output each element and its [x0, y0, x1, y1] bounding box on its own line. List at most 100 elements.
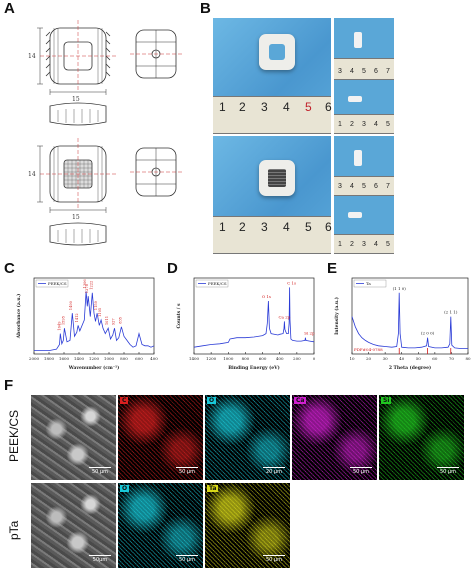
panel-label-b: B — [200, 0, 211, 17]
cage-sample — [259, 34, 295, 70]
eds-element-tag: Ta — [207, 485, 219, 492]
peak-label: (2 1 1) — [444, 310, 458, 315]
row-label-pta: pTa — [7, 520, 21, 540]
scale-bar-label: 20 μm — [265, 469, 282, 475]
eds-element-tag: O — [207, 397, 217, 404]
xps-chart: 1400 1200 1000 800 600 400 200 0 Binding Energy … — [176, 277, 316, 371]
x-tick-label: 10 — [349, 356, 355, 361]
scale-bar-line — [263, 555, 285, 556]
x-tick-label: 400 — [150, 356, 158, 361]
x-tick-label: 800 — [120, 356, 128, 361]
x-tick-label: 2000 — [29, 356, 40, 361]
peak-label: 1306 — [83, 279, 87, 289]
x-axis-label: 2 Theta (degree) — [389, 364, 431, 371]
legend-box — [353, 279, 387, 288]
peak-label: 1490 — [69, 300, 73, 310]
legend-box — [195, 279, 229, 288]
ruler-bottom: 1 2 3 4 5 6 — [213, 216, 332, 254]
ruler-small-c: 3 4 5 6 7 — [334, 176, 394, 196]
scale-bar-line — [176, 555, 198, 556]
scale-bar: 50 μm — [176, 467, 198, 475]
porous-cage-sample — [259, 160, 295, 196]
scale-bar-line — [89, 555, 111, 556]
eds-map-o: O 20 μm — [204, 394, 291, 481]
x-tick-label: 1200 — [206, 356, 217, 361]
eds-map-ta: Ta 50 μm — [204, 482, 291, 569]
scale-bar: 50μm — [89, 555, 111, 563]
scale-bar: 20 μm — [263, 467, 285, 475]
scale-bar: 50 μm — [176, 555, 198, 563]
eds-element-tag: Ca — [294, 397, 307, 404]
y-axis-label: Absorbance (a.u.) — [15, 294, 22, 340]
y-axis-label: Intensity (a.u.) — [333, 297, 340, 335]
eds-map-ca: Ca 50 μm — [291, 394, 378, 481]
x-tick-label: 1800 — [44, 356, 55, 361]
peak-label: C 1s — [287, 280, 296, 285]
scale-bar-label: 50μm — [92, 557, 108, 563]
series-line — [351, 292, 468, 349]
panel-label-f: F — [4, 377, 14, 394]
scale-bar: 50 μm — [89, 467, 111, 475]
plot-frame — [193, 277, 315, 355]
scale-bar-line — [176, 467, 198, 468]
ruler-top: 1 2 3 4 5 6 — [213, 96, 332, 134]
eds-element-tag: O — [120, 485, 130, 492]
series-line — [193, 287, 315, 348]
peak-label: 1222 — [89, 281, 93, 290]
dim-height-bottom: 14 — [28, 171, 36, 178]
x-tick-label: 600 — [259, 356, 267, 361]
ftir-chart: 2000 1800 1600 1400 1200 1000 800 600 400 Wavenum… — [15, 277, 158, 371]
scale-bar-line — [263, 467, 285, 468]
scale-bar-label: 50 μm — [91, 469, 108, 475]
peak-label: 1105 — [98, 307, 102, 317]
panel-label-d: D — [167, 260, 178, 277]
x-tick-label: 200 — [293, 356, 301, 361]
peak-label: Ca 2p — [279, 314, 291, 319]
x-tick-label: 20 — [366, 356, 372, 361]
eds-map-o: O 50 μm — [117, 482, 204, 569]
plot-frame — [351, 277, 469, 355]
eds-map-si: Si 50 μm — [378, 394, 465, 481]
peak-label: 1159 — [94, 300, 98, 310]
x-tick-label: 1000 — [223, 356, 234, 361]
scale-bar-line — [437, 467, 459, 468]
scale-bar: 50 μm — [263, 555, 285, 563]
peak-label: 1412 — [75, 313, 79, 322]
peak-label: 835 — [118, 316, 122, 324]
scale-bar: 50 μm — [437, 467, 459, 475]
x-axis-label: Binding Energy (eV) — [228, 364, 280, 371]
eds-element-tag: Si — [381, 397, 392, 404]
scale-bar-line — [350, 467, 372, 468]
peak-label: Si 2p — [304, 331, 315, 336]
x-tick-label: 30 — [383, 356, 389, 361]
peak-label: 1011 — [105, 316, 109, 325]
x-tick-label: 70 — [449, 356, 455, 361]
scale-bar-label: 50 μm — [265, 557, 282, 563]
scale-bar: 50 μm — [350, 467, 372, 475]
plot-frame — [33, 277, 155, 355]
x-tick-label: 400 — [276, 356, 284, 361]
x-tick-label: 1600 — [59, 356, 70, 361]
x-tick-label: 60 — [432, 356, 438, 361]
peak-label: 1649 — [57, 321, 61, 331]
panel-label-e: E — [327, 260, 338, 277]
reference-label: PDF#04-0788 — [354, 347, 383, 352]
peak-label: 1595 — [61, 315, 65, 325]
row-label-peek-cs: PEEK/CS — [7, 409, 21, 462]
cage-porous-front-view — [49, 222, 107, 246]
series-line — [34, 291, 155, 351]
legend-label: Ta — [366, 281, 371, 286]
ruler-small-d: 1 2 3 4 5 — [334, 234, 394, 254]
peak-label: O 1s — [262, 294, 271, 299]
cage-front-view — [49, 102, 107, 126]
x-tick-label: 600 — [135, 356, 143, 361]
eds-element-tag: C — [120, 397, 129, 404]
eds-map-c: C 50 μm — [117, 394, 204, 481]
peak-label: 1278 — [85, 283, 89, 293]
legend: PEEK/CS — [195, 279, 229, 288]
sem-image: 50μm — [30, 482, 117, 569]
panel-label-c: C — [4, 260, 15, 277]
xrd-chart: 10 20 30 40 50 60 70 80 2 Theta (degree) Intensit… — [333, 277, 471, 371]
x-tick-label: 1200 — [89, 356, 100, 361]
dim-height-top: 14 — [28, 53, 36, 60]
